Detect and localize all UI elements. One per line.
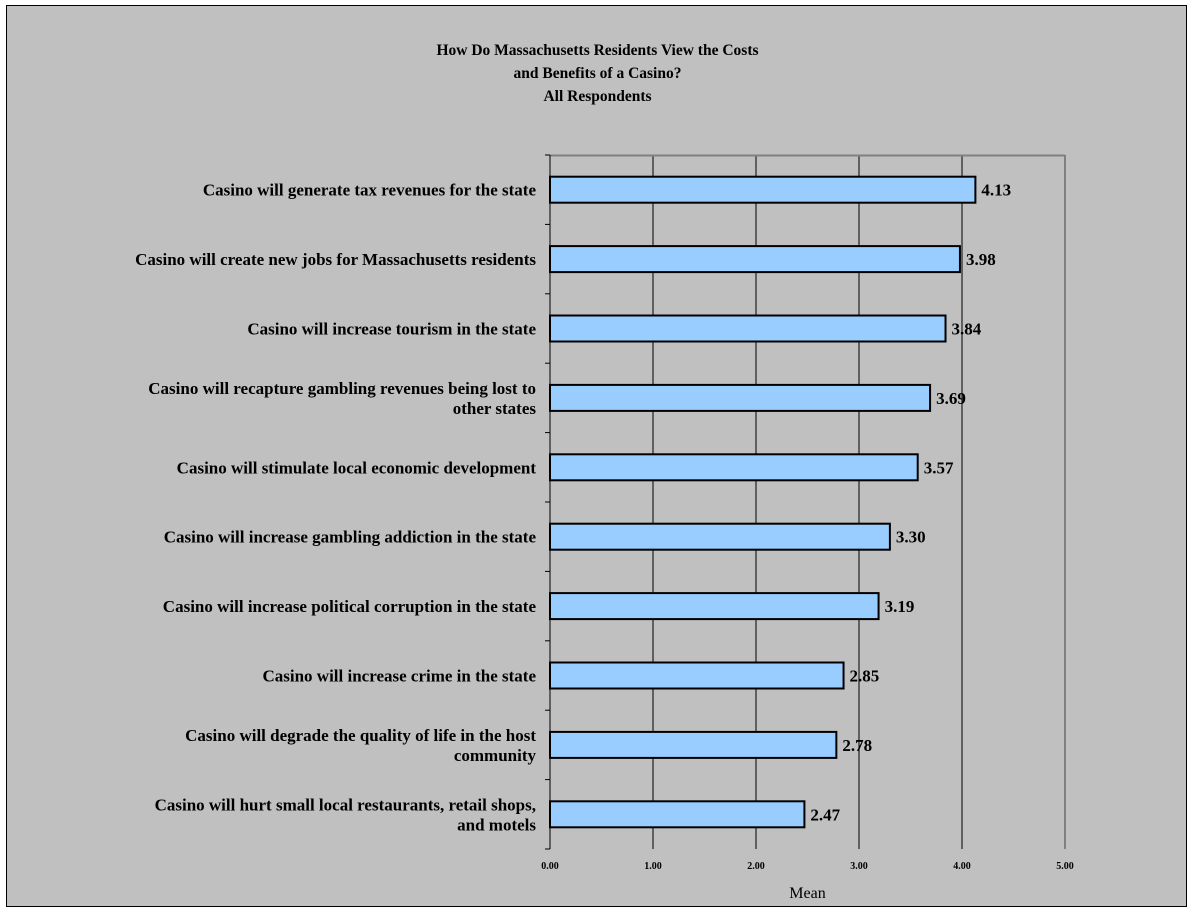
data-label: 3.57 — [924, 458, 954, 477]
bar — [549, 592, 880, 621]
category-label: Casino will hurt small local restaurants… — [155, 795, 536, 814]
bar — [549, 314, 947, 343]
category-label: and motels — [457, 815, 536, 834]
data-label: 2.85 — [850, 667, 880, 686]
category-label: Casino will stimulate local economic dev… — [177, 458, 537, 477]
data-label: 3.69 — [936, 389, 966, 408]
bar — [549, 730, 838, 759]
bar — [549, 453, 919, 482]
bar — [549, 383, 932, 412]
x-tick-label: 1.00 — [644, 861, 662, 872]
data-label: 3.98 — [966, 250, 996, 269]
category-label: Casino will increase tourism in the stat… — [247, 320, 536, 339]
category-label: Casino will increase crime in the state — [262, 667, 536, 686]
bar — [549, 522, 891, 551]
chart-frame: How Do Massachusetts Residents View the … — [6, 5, 1187, 907]
x-tick-label: 4.00 — [953, 861, 971, 872]
bar — [549, 661, 845, 690]
chart-title: How Do Massachusetts Residents View the … — [7, 39, 1188, 108]
x-tick-label: 2.00 — [747, 861, 765, 872]
chart-title-line-3: All Respondents — [543, 88, 652, 105]
category-label: Casino will increase political corruptio… — [163, 597, 537, 616]
bar — [549, 245, 961, 274]
bar — [549, 800, 806, 829]
x-axis-title: Mean — [789, 885, 825, 902]
x-tick-label: 3.00 — [850, 861, 868, 872]
chart-title-line-2: and Benefits of a Casino? — [513, 65, 682, 82]
category-label: Casino will increase gambling addiction … — [164, 528, 537, 547]
category-label: other states — [453, 399, 537, 418]
data-label: 4.13 — [981, 181, 1011, 200]
category-label: community — [454, 746, 537, 765]
bar — [549, 175, 977, 204]
x-tick-label: 0.00 — [541, 861, 559, 872]
data-label: 3.84 — [952, 320, 982, 339]
category-label: Casino will recapture gambling revenues … — [148, 379, 536, 398]
category-label: Casino will generate tax revenues for th… — [203, 181, 537, 200]
data-label: 2.78 — [842, 736, 872, 755]
bar-chart: 4.13 Casino will generate tax revenues fo… — [135, 154, 1074, 902]
data-label: 2.47 — [810, 805, 840, 824]
chart-title-line-1: How Do Massachusetts Residents View the … — [436, 42, 759, 59]
x-tick-label: 5.00 — [1056, 861, 1074, 872]
data-label: 3.30 — [896, 528, 926, 547]
data-label: 3.19 — [885, 597, 915, 616]
category-label: Casino will degrade the quality of life … — [185, 726, 536, 745]
category-label: Casino will create new jobs for Massachu… — [135, 250, 536, 269]
